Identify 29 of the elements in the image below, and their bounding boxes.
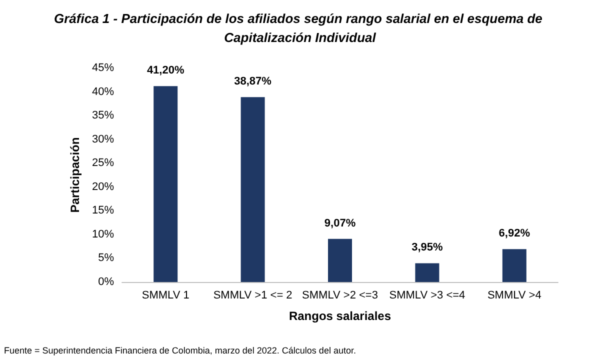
bar (328, 238, 352, 282)
data-label: 3,95% (412, 242, 444, 254)
y-tick-label: 10% (92, 228, 114, 240)
y-tick-label: 5% (98, 252, 114, 264)
bar (502, 249, 526, 282)
bar (154, 86, 178, 282)
data-label: 38,87% (234, 76, 272, 88)
y-tick-label: 30% (92, 133, 114, 146)
y-tick-label: 15% (92, 204, 114, 217)
y-tick-label: 35% (92, 110, 114, 122)
x-axis-title: Rangos salariales (288, 309, 392, 323)
x-tick-label: SMMLV >2 <=3 (302, 290, 378, 302)
y-axis-title: Participación (68, 137, 82, 213)
data-label: 9,07% (324, 217, 356, 230)
bar (415, 263, 440, 282)
y-tick-label: 45% (92, 62, 114, 74)
y-tick-label: 40% (92, 86, 114, 98)
x-tick-label: SMMLV >3 <=4 (389, 290, 466, 302)
chart-title: Gráfica 1 - Participación de los afiliados según rango salarial en el esquema de Capitalización Individual (54, 11, 546, 45)
bar (240, 97, 265, 282)
x-tick-label: SMMLV 1 (142, 290, 190, 302)
x-tick-label: SMMLV >1 <= 2 (213, 290, 292, 302)
y-tick-label: 20% (92, 180, 114, 193)
data-label: 6,92% (498, 228, 530, 240)
y-tick-label: 0% (98, 276, 114, 288)
source-note: Fuente = Superintendencia Financiera de Colombia, marzo del 2022. Cálculos del autor. (4, 346, 356, 356)
x-tick-label: SMMLV >4 (487, 290, 542, 302)
data-label: 41,20% (146, 64, 184, 77)
y-tick-label: 25% (92, 157, 114, 170)
